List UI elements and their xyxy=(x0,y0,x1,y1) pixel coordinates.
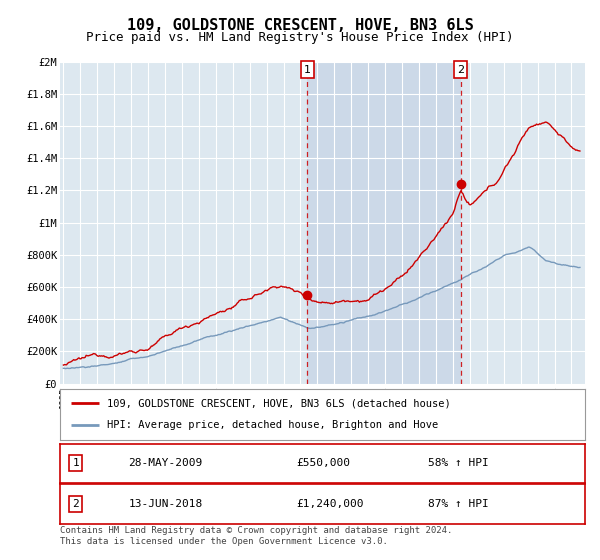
Text: Contains HM Land Registry data © Crown copyright and database right 2024.
This d: Contains HM Land Registry data © Crown c… xyxy=(60,526,452,546)
Text: 1: 1 xyxy=(73,458,79,468)
Text: 2: 2 xyxy=(457,64,464,74)
Text: Price paid vs. HM Land Registry's House Price Index (HPI): Price paid vs. HM Land Registry's House … xyxy=(86,31,514,44)
Text: 109, GOLDSTONE CRESCENT, HOVE, BN3 6LS (detached house): 109, GOLDSTONE CRESCENT, HOVE, BN3 6LS (… xyxy=(107,398,451,408)
Text: £550,000: £550,000 xyxy=(296,458,350,468)
Text: 28-MAY-2009: 28-MAY-2009 xyxy=(128,458,203,468)
Text: 58% ↑ HPI: 58% ↑ HPI xyxy=(427,458,488,468)
Bar xyxy=(307,62,461,384)
Text: 1: 1 xyxy=(304,64,311,74)
Text: £1,240,000: £1,240,000 xyxy=(296,499,364,509)
Text: 109, GOLDSTONE CRESCENT, HOVE, BN3 6LS: 109, GOLDSTONE CRESCENT, HOVE, BN3 6LS xyxy=(127,18,473,33)
Text: 87% ↑ HPI: 87% ↑ HPI xyxy=(427,499,488,509)
Text: 2: 2 xyxy=(73,499,79,509)
Text: HPI: Average price, detached house, Brighton and Hove: HPI: Average price, detached house, Brig… xyxy=(107,421,439,431)
Text: 13-JUN-2018: 13-JUN-2018 xyxy=(128,499,203,509)
